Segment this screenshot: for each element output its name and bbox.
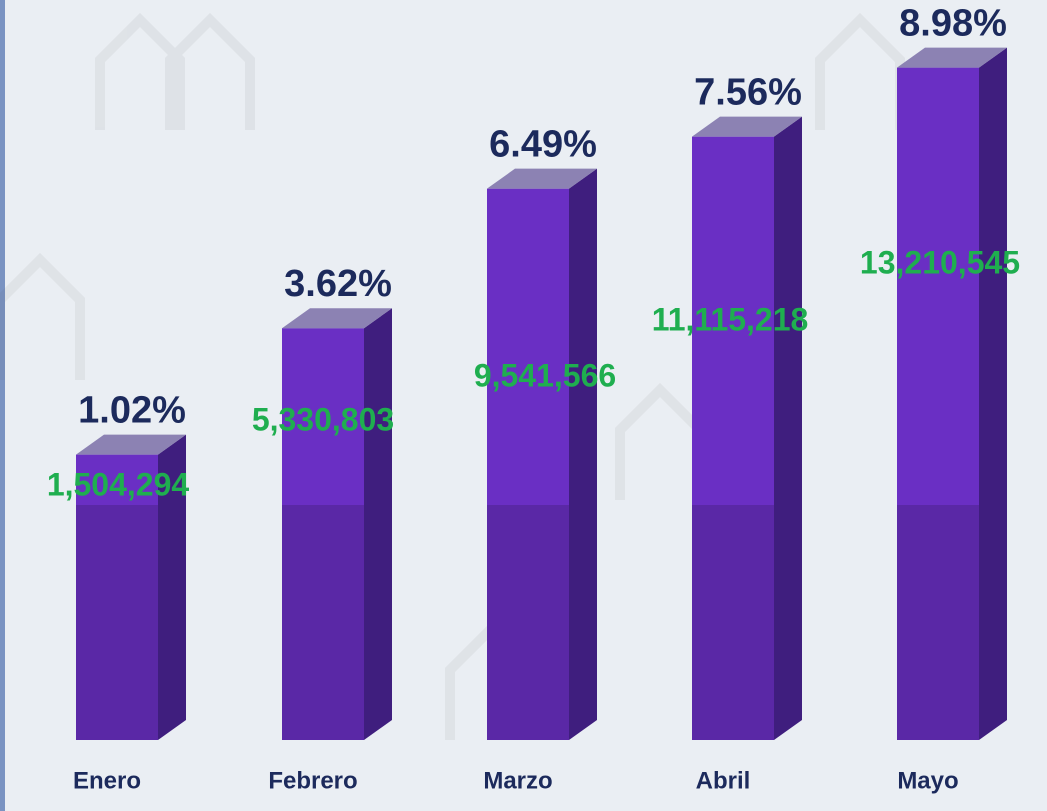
left-edge [0,0,5,811]
bar-front-lower [76,505,158,740]
value-label: 8.98% [899,3,1007,45]
bar-front-lower [282,505,364,740]
x-tick-label: Enero [73,767,141,794]
bar-top [692,116,802,137]
bar-front-lower [692,505,774,740]
x-tick-label: Mayo [897,767,958,794]
bar-side [158,434,186,740]
bar-front [692,136,774,740]
value-label: 1.02% [78,390,186,432]
bar-top [487,168,597,189]
bar [76,434,186,740]
amount-label: 5,330,803 [252,401,394,437]
x-tick-label: Febrero [268,767,357,794]
value-label: 3.62% [284,263,392,305]
bar-top [897,47,1007,68]
bar-side [569,168,597,740]
amount-label: 13,210,545 [860,244,1020,280]
bar-front [487,188,569,740]
amount-label: 11,115,218 [652,301,809,337]
bar-front [76,454,158,740]
bar-front-lower [487,505,569,740]
bar-front [282,328,364,740]
value-label: 7.56% [694,72,802,114]
bar [897,47,1007,740]
x-tick-label: Abril [696,767,751,794]
bar-top [282,308,392,329]
bar-side [774,116,802,740]
bar [282,308,392,740]
value-label: 6.49% [489,124,597,166]
bar [692,116,802,740]
x-tick-label: Marzo [483,767,552,794]
bar-side [364,308,392,740]
amount-label: 9,541,566 [474,357,616,393]
bar-top [76,434,186,455]
bar-front-lower [897,505,979,740]
amount-label: 1,504,294 [47,466,190,502]
bar-front [897,67,979,740]
bar [487,168,597,740]
bar-side [979,47,1007,740]
